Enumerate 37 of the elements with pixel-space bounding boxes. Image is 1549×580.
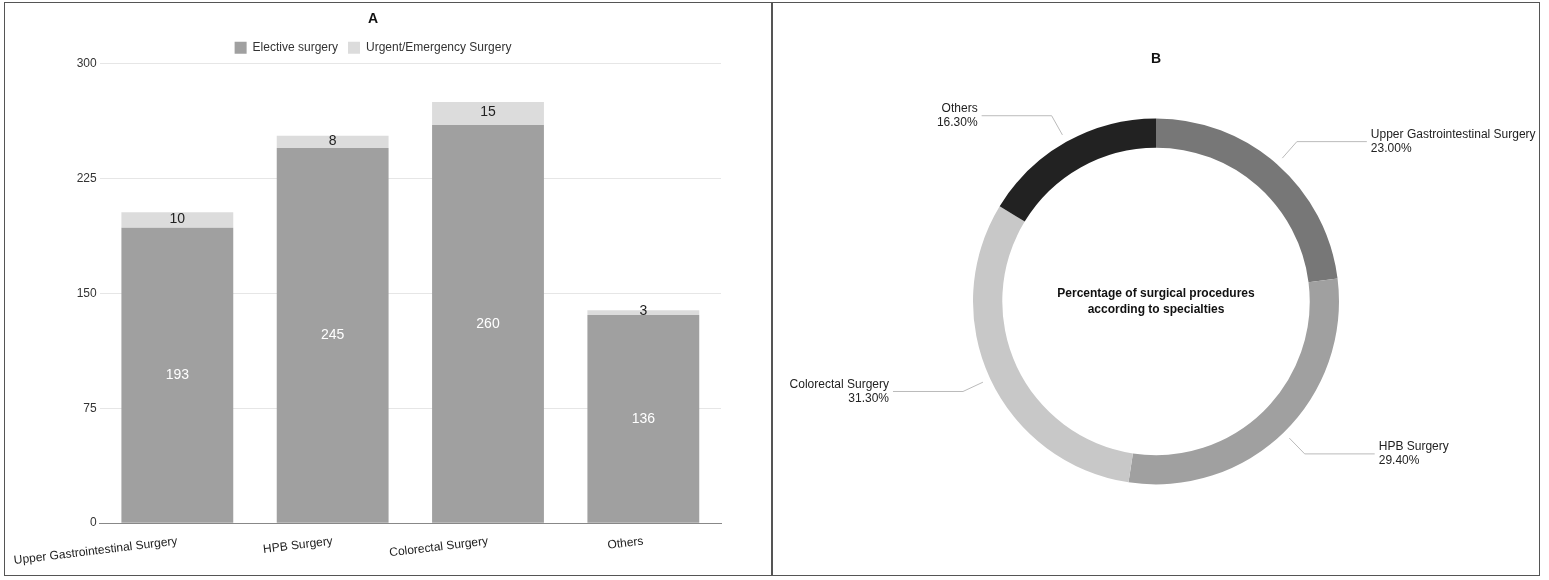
data-label: 8 — [328, 131, 337, 148]
bar — [276, 148, 389, 523]
bar — [432, 102, 544, 126]
slice-label: Colorectal Surgery — [789, 376, 889, 391]
y-tick-label: 150 — [76, 285, 97, 300]
x-tick-label: Others — [606, 533, 645, 552]
data-label: 23.00% — [1370, 140, 1412, 155]
data-label: 193 — [165, 365, 190, 382]
slice-label: Upper Gastrointestinal Surgery — [1370, 126, 1536, 141]
data-label: 15 — [480, 103, 496, 120]
x-tick-label: Colorectal Surgery — [388, 533, 489, 560]
bar — [587, 314, 700, 523]
data-label: 31.30% — [848, 390, 890, 405]
slice-label: HPB Surgery — [1378, 439, 1449, 454]
data-label: 3 — [639, 302, 648, 319]
data-label: 260 — [476, 314, 500, 331]
chart-title: A — [367, 10, 379, 27]
legend-label: Urgent/Emergency Surgery — [365, 40, 512, 55]
y-tick-label: 300 — [76, 56, 97, 71]
bar — [121, 212, 234, 228]
y-tick-label: 0 — [89, 515, 97, 530]
legend-label: Elective surgery — [252, 40, 338, 55]
y-tick-label: 75 — [83, 400, 97, 415]
data-label: 29.40% — [1378, 453, 1420, 468]
x-tick-label: Upper Gastrointestinal Surgery — [13, 533, 179, 568]
x-tick-label: HPB Surgery — [262, 533, 334, 556]
data-label: 136 — [631, 409, 656, 426]
data-label: 10 — [169, 209, 186, 226]
slice-label: Others — [941, 101, 978, 116]
y-tick-label: 225 — [76, 170, 97, 185]
bar — [121, 227, 234, 523]
data-label: 16.30% — [936, 115, 978, 130]
chart-title: B — [1150, 50, 1162, 67]
bar — [276, 135, 389, 149]
data-label: 245 — [320, 326, 345, 343]
text: Percentage of surgical procedures according to specialties — [1057, 285, 1256, 316]
bar — [432, 125, 544, 523]
